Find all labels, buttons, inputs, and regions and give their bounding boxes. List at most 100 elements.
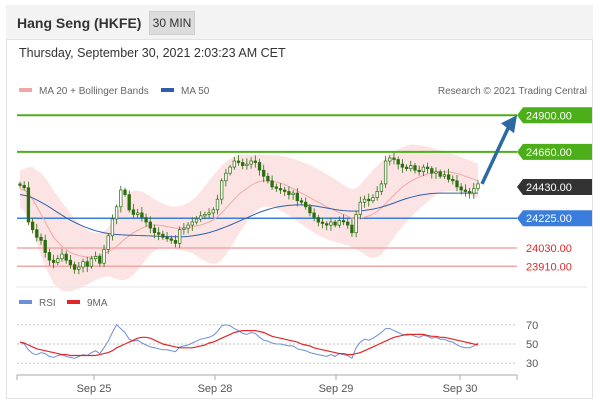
candle-body — [308, 206, 312, 214]
rsi-ma-line — [19, 330, 479, 357]
candle-body — [304, 201, 308, 208]
candle-body — [455, 180, 459, 188]
candle-body — [60, 253, 64, 260]
candle-body — [194, 218, 199, 223]
candle-body — [131, 209, 136, 215]
candle-body — [77, 266, 81, 270]
candle-body — [157, 232, 161, 235]
candle-body — [224, 172, 228, 182]
candle-body — [274, 186, 278, 189]
candle-body — [392, 157, 396, 160]
level-label-1: 24660.00 — [526, 147, 572, 159]
candle-body — [383, 160, 388, 185]
copyright-text: Research © 2021 Trading Central — [438, 86, 587, 97]
candle-body — [199, 215, 203, 220]
chart-header — [6, 5, 593, 40]
candle-body — [325, 223, 329, 226]
candle-body — [182, 227, 186, 230]
candle-body — [253, 160, 257, 163]
candle-body — [228, 166, 232, 174]
level-label-3: 24225.00 — [526, 213, 572, 225]
candle-body — [341, 220, 346, 223]
candle-body — [417, 169, 421, 173]
candle-body — [333, 221, 337, 226]
candle-body — [64, 253, 68, 261]
candle-body — [388, 157, 392, 162]
timeframe-button[interactable]: 30 MIN — [149, 11, 195, 35]
candle-body — [362, 198, 367, 203]
candle-body — [220, 180, 224, 200]
candle-body — [26, 187, 31, 223]
candle-body — [173, 239, 178, 244]
instrument-title: Hang Seng (HKFE) — [17, 15, 142, 31]
candle-body — [413, 165, 417, 171]
level-label-2: 24430.00 — [526, 182, 572, 194]
candle-body — [18, 183, 22, 186]
candle-body — [152, 227, 157, 234]
candle-body — [215, 198, 220, 211]
level-labels: 24900.00 24660.00 24430.00 24225.00 24030.00… — [517, 107, 592, 273]
candle-body — [358, 201, 362, 215]
candle-body — [421, 166, 426, 173]
candle-body — [404, 166, 409, 169]
candle-body — [262, 169, 266, 177]
rsi-tick-0: 70 — [526, 320, 538, 332]
forecast-arrow-line — [480, 125, 511, 185]
candles-layer — [18, 152, 480, 275]
candle-body — [430, 168, 434, 174]
candle-body — [102, 249, 106, 264]
candle-body — [463, 189, 468, 192]
candle-body — [467, 191, 472, 194]
candle-body — [367, 198, 371, 202]
candle-body — [295, 192, 299, 202]
candle-body — [316, 217, 320, 223]
timestamp: Thursday, September 30, 2021 2:03:23 AM … — [19, 46, 286, 60]
candle-body — [119, 189, 123, 208]
candle-body — [266, 175, 270, 182]
candle-body — [35, 229, 39, 238]
ma50-legend-label: MA 50 — [181, 86, 210, 97]
candle-body — [434, 171, 438, 174]
x-tick-label-1: Sep 28 — [198, 383, 233, 395]
level-label-4: 24030.00 — [526, 243, 572, 255]
candle-body — [257, 162, 262, 171]
candle-body — [203, 214, 207, 217]
rsi-tick-1: 50 — [526, 339, 538, 351]
candle-body — [379, 183, 384, 192]
candle-body — [144, 217, 148, 223]
candle-body — [127, 194, 131, 211]
candle-body — [161, 233, 165, 238]
candle-body — [39, 236, 43, 241]
candle-body — [68, 259, 73, 266]
level-box-1 — [517, 143, 592, 160]
candle-body — [375, 191, 379, 198]
candle-body — [93, 256, 98, 260]
ma50-line — [19, 192, 478, 238]
candle-body — [232, 160, 236, 168]
candle-body — [371, 197, 375, 202]
rsi-tick-2: 30 — [526, 358, 538, 370]
candle-body — [106, 235, 110, 250]
candle-body — [110, 218, 115, 237]
level-lines — [17, 114, 517, 268]
candle-body — [476, 183, 480, 189]
candle-body — [114, 206, 119, 220]
candle-body — [47, 252, 52, 261]
candle-body — [346, 221, 350, 226]
candle-body — [51, 259, 56, 263]
candle-body — [451, 178, 455, 182]
candle-body — [249, 160, 253, 165]
rsi-panel: 70 50 30 — [17, 320, 538, 370]
rsi-ma-legend-label: 9MA — [87, 298, 108, 309]
candle-body — [85, 261, 89, 267]
candle-body — [409, 165, 413, 170]
candle-body — [43, 239, 47, 253]
candle-body — [211, 209, 215, 214]
candle-body — [190, 221, 194, 226]
level-label-5: 23910.00 — [526, 261, 572, 273]
candle-body — [287, 191, 291, 195]
candle-body — [472, 188, 476, 194]
level-box-2 — [517, 178, 592, 195]
candle-body — [186, 224, 190, 229]
